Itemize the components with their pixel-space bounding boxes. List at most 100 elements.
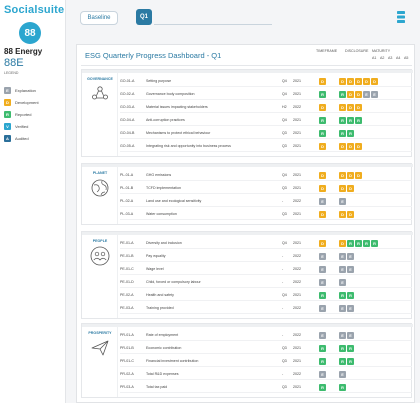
disclosure-badge: E — [319, 305, 326, 312]
table-row[interactable]: PR-03-A Total tax paid Q3 2021 R R — [120, 382, 412, 393]
table-row[interactable]: PR-01-C Financial investment contribution… — [120, 356, 412, 367]
metric-id: PR-03-A — [120, 385, 134, 389]
category-name: PEOPLE — [92, 239, 108, 243]
metric-timeframe: Q4 — [282, 173, 287, 177]
maturity-badge: D — [347, 143, 354, 150]
table-row[interactable]: PL-02-A Land use and ecological sensitivi… — [120, 196, 412, 207]
disclosure-badge: R — [319, 130, 326, 137]
table-row[interactable]: GO-03-A Material issues impacting stakeho… — [120, 102, 412, 113]
section-governance: GOVERNANCE GO-01-A Setting purpose Q4 2021 D D… — [81, 69, 413, 157]
table-row[interactable]: PL-01-B TCFD implementation Q3 2021 D D D — [120, 183, 412, 194]
maturity-badge: E — [347, 305, 354, 312]
metric-timeframe: - — [282, 267, 284, 271]
maturity-badge: D — [347, 91, 354, 98]
maturity-badge: D — [347, 185, 354, 192]
metric-year: 2021 — [293, 293, 301, 297]
table-row[interactable]: GO-05-A Integrating risk and opportunity … — [120, 141, 412, 152]
legend-badge: V — [4, 122, 11, 130]
maturity-badge: E — [339, 253, 346, 260]
metric-id: GO-04-A — [120, 118, 135, 122]
metric-description: Rate of employment — [146, 333, 179, 337]
metric-id: PR-01-A — [120, 333, 134, 337]
maturity-badge: R — [355, 117, 362, 124]
table-row[interactable]: PL-01-A GHG emissions Q4 2021 D D D D — [120, 170, 412, 181]
category-name: GOVERNANCE — [87, 77, 113, 81]
maturity-badge: E — [347, 332, 354, 339]
table-row[interactable]: PE-01-C Wage level -2022 E E E — [120, 264, 412, 275]
metric-timeframe: Q3 — [282, 385, 287, 389]
maturity-badge: E — [347, 253, 354, 260]
metric-description: Integrating risk and opportunity into bu… — [146, 144, 231, 148]
company-code: 88E — [4, 57, 24, 69]
maturity-badge: R — [347, 292, 354, 299]
metric-description: Economic contribution — [146, 346, 182, 350]
table-row[interactable]: GO-01-A Setting purpose Q4 2021 D D D D D D — [120, 76, 412, 87]
tab-q1[interactable]: Q1 — [136, 9, 152, 25]
maturity-badge: R — [339, 358, 346, 365]
metric-id: PR-01-B — [120, 346, 134, 350]
top-bar: Baseline Q1 — [66, 0, 420, 36]
table-row[interactable]: PE-03-A Training provided -2022 E E E — [120, 303, 412, 314]
metric-description: Child, forced or compulsory labour — [146, 280, 201, 284]
metric-description: Water consumption — [146, 212, 177, 216]
table-row[interactable]: PE-01-D Child, forced or compulsory labou… — [120, 277, 412, 288]
maturity-badge: D — [347, 172, 354, 179]
maturity-level-header: A5 — [404, 56, 409, 60]
maturity-badge: D — [355, 78, 362, 85]
maturity-badge: R — [339, 384, 346, 391]
metric-description: Training provided — [146, 306, 174, 310]
metric-timeframe: Q4 — [282, 241, 287, 245]
metric-id: PL-01-A — [120, 173, 134, 177]
metric-year: 2021 — [293, 359, 301, 363]
table-row[interactable]: PE-01-B Pay equality -2022 E E E — [120, 251, 412, 262]
metric-id: PL-01-B — [120, 186, 134, 190]
table-row[interactable]: GO-02-A Governance body composition Q4 2021… — [120, 89, 412, 100]
maturity-badge: R — [339, 345, 346, 352]
table-row[interactable]: PR-01-B Economic contribution Q3 2021 R R R — [120, 343, 412, 354]
legend-label: Development — [15, 99, 39, 105]
maturity-badge: R — [339, 91, 346, 98]
table-row[interactable]: PR-02-A Total R&D expenses - 2022 E E — [120, 369, 412, 380]
table-row[interactable]: PE-02-A Health and safety Q4 2021 R R R — [120, 290, 412, 301]
metric-id: PL-02-A — [120, 199, 134, 203]
layers-icon[interactable] — [396, 10, 406, 24]
metric-description: Setting purpose — [146, 79, 172, 83]
metric-year: 2021 — [293, 144, 301, 148]
metric-id: GO-05-A — [120, 144, 135, 148]
metric-year: 2021 — [293, 186, 301, 190]
metric-timeframe: H2 — [282, 105, 287, 109]
disclosure-badge: R — [319, 91, 326, 98]
tab-baseline[interactable]: Baseline — [80, 11, 118, 25]
maturity-badge: E — [347, 266, 354, 273]
maturity-badge: D — [347, 78, 354, 85]
metric-id: PE-02-A — [120, 293, 134, 297]
table-row[interactable]: GO-04-A Anti-corruption practices Q4 2021 R R… — [120, 115, 412, 126]
disclosure-badge: D — [319, 104, 326, 111]
maturity-badge: R — [339, 130, 346, 137]
maturity-badge: E — [339, 266, 346, 273]
metric-timeframe: Q4 — [282, 79, 287, 83]
metric-timeframe: - — [282, 372, 284, 376]
metric-year: 2021 — [293, 346, 301, 350]
section-prosperity: PROSPERITY PR-01-A Rate of employment - 2022… — [81, 323, 413, 398]
disclosure-badge: R — [319, 358, 326, 365]
metric-year: 2021 — [293, 79, 301, 83]
metric-timeframe: - — [282, 280, 284, 284]
table-row[interactable]: PR-01-A Rate of employment -2022 E E E — [120, 330, 412, 341]
table-row[interactable]: PE-01-A Diversity and inclusion Q4 2021 D D R R… — [120, 238, 412, 249]
legend-badge: A — [4, 134, 11, 142]
legend-item: D Development — [4, 97, 39, 107]
legend-title: LEGEND — [4, 71, 19, 75]
legend-badge: E — [4, 86, 11, 94]
table-row[interactable]: PL-03-A Water consumption Q3 2021 D D D — [120, 209, 412, 220]
metric-year: 2022 — [293, 254, 301, 258]
maturity-badge: R — [347, 130, 354, 137]
metric-year: 2022 — [293, 333, 301, 337]
table-row[interactable]: GO-04-B Mechanisms to protect ethical beh… — [120, 128, 412, 139]
legend-label: Reported — [15, 111, 32, 117]
planet-globe-icon — [90, 178, 110, 198]
tab-divider — [154, 24, 272, 25]
metric-year: 2021 — [293, 212, 301, 216]
section-header-bar — [82, 324, 413, 327]
maturity-badge: D — [355, 143, 362, 150]
